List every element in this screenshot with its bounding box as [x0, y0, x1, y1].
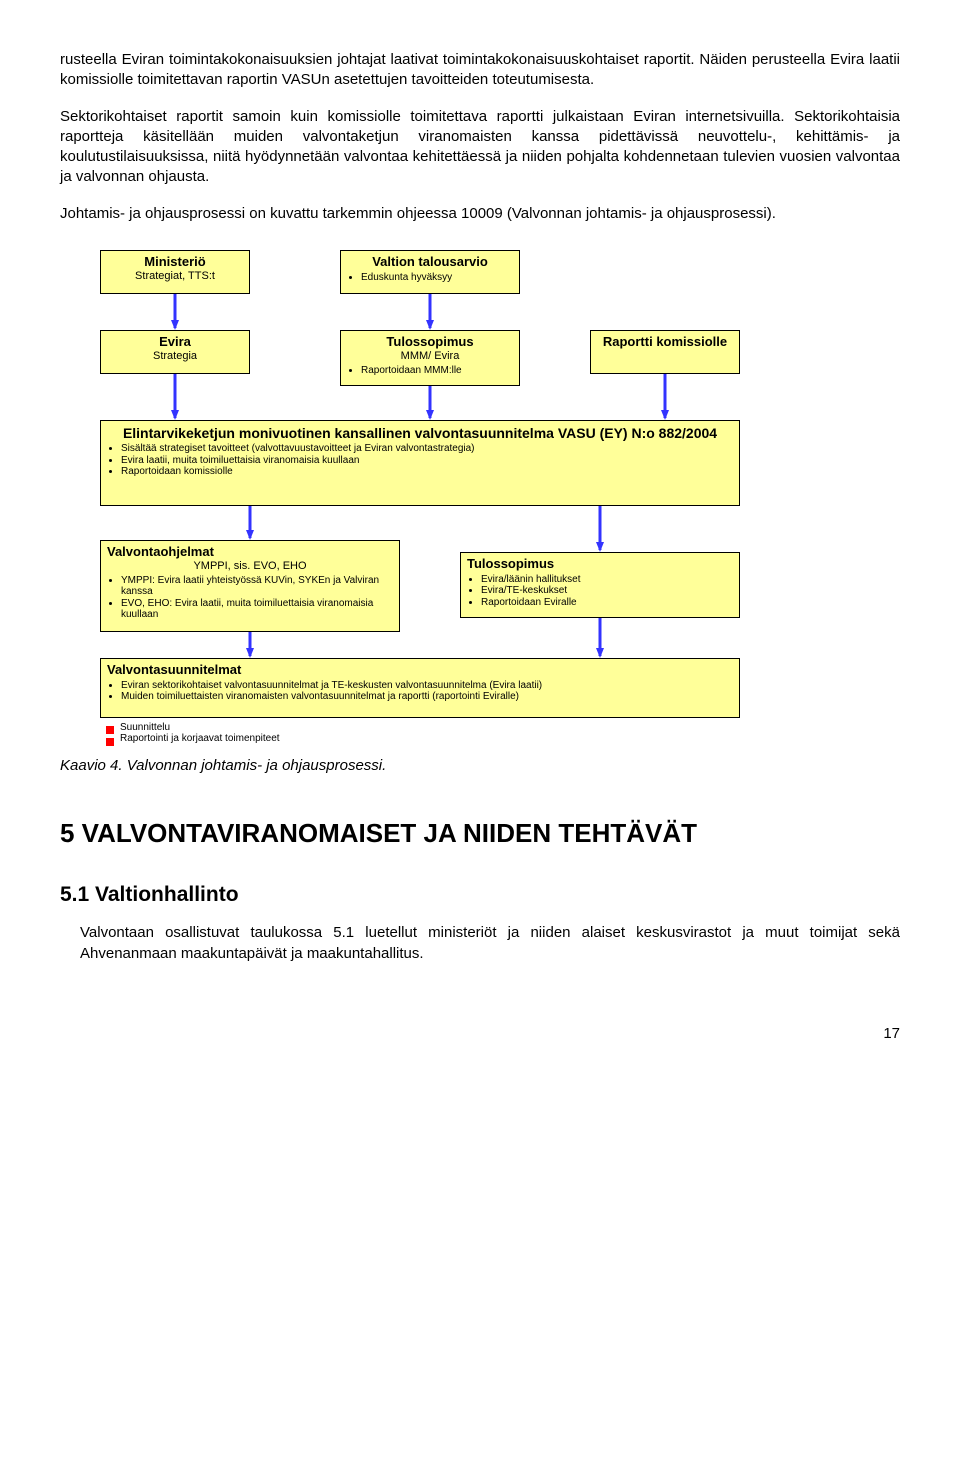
- paragraph-5-1: Valvontaan osallistuvat taulukossa 5.1 l…: [80, 923, 900, 964]
- marker-red-0: [106, 726, 114, 734]
- paragraph-1: rusteella Eviran toimintakokonaisuuksien…: [60, 50, 900, 91]
- figure-caption: Kaavio 4. Valvonnan johtamis- ja ohjausp…: [60, 756, 900, 776]
- node-tulossop2: TulossopimusEvira/läänin hallituksetEvir…: [460, 552, 740, 618]
- paragraph-3: Johtamis- ja ohjausprosessi on kuvattu t…: [60, 204, 900, 224]
- diagram-footnote: SuunnitteluRaportointi ja korjaavat toim…: [120, 722, 420, 744]
- node-talousarvio: Valtion talousarvioEduskunta hyväksyy: [340, 250, 520, 294]
- heading-5: 5 VALVONTAVIRANOMAISET JA NIIDEN TEHTÄVÄ…: [60, 816, 900, 851]
- node-tulossop1: TulossopimusMMM/ EviraRaportoidaan MMM:l…: [340, 330, 520, 386]
- node-ministerio: MinisteriöStrategiat, TTS:t: [100, 250, 250, 294]
- node-raportti: Raportti komissiolle: [590, 330, 740, 374]
- heading-5-1: 5.1 Valtionhallinto: [60, 881, 900, 909]
- page-number: 17: [60, 1024, 900, 1044]
- node-valvsuun: ValvontasuunnitelmatEviran sektorikohtai…: [100, 658, 740, 718]
- paragraph-2: Sektorikohtaiset raportit samoin kuin ko…: [60, 107, 900, 188]
- marker-red-1: [106, 738, 114, 746]
- flowchart-svg: MinisteriöStrategiat, TTS:t Valtion talou…: [60, 240, 780, 752]
- diagram-kaavio-4: MinisteriöStrategiat, TTS:t Valtion talou…: [60, 240, 900, 752]
- node-vasu: Elintarvikeketjun monivuotinen kansallin…: [100, 420, 740, 506]
- node-valvohj: ValvontaohjelmatYMPPI, sis. EVO, EHOYMPP…: [100, 540, 400, 632]
- node-evira: EviraStrategia: [100, 330, 250, 374]
